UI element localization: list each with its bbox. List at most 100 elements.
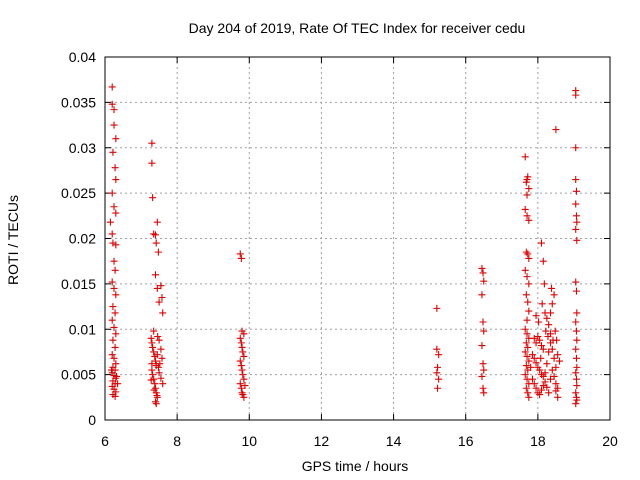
data-point [237, 254, 245, 262]
data-point [155, 369, 163, 377]
data-point [536, 336, 544, 344]
data-point [572, 287, 580, 295]
data-point [147, 376, 155, 384]
data-point [150, 348, 158, 356]
data-point [530, 354, 538, 362]
data-point [240, 352, 248, 360]
y-tick-label: 0.025 [61, 185, 96, 201]
data-point [522, 362, 530, 370]
axis-ticks [104, 56, 611, 421]
x-tick-labels: 6 8 10 12 14 16 18 20 [101, 433, 618, 449]
data-point [240, 375, 248, 383]
data-point [111, 343, 119, 351]
data-point [527, 363, 535, 371]
data-point [539, 257, 547, 265]
data-point [236, 250, 244, 258]
data-point [548, 284, 556, 292]
data-point [572, 278, 580, 286]
data-point [108, 316, 116, 324]
data-point [157, 282, 165, 290]
data-point [551, 327, 559, 335]
data-point [543, 314, 551, 322]
data-point [532, 384, 540, 392]
data-point [546, 375, 554, 383]
data-point [478, 342, 486, 350]
data-point [156, 360, 164, 368]
y-tick-label: 0.03 [69, 140, 96, 156]
data-point [537, 354, 545, 362]
data-point [556, 357, 563, 365]
data-point [110, 257, 118, 265]
data-point [157, 345, 165, 353]
data-point [150, 327, 158, 335]
y-tick-label: 0.015 [61, 276, 96, 292]
data-point [240, 393, 248, 401]
data-point [541, 369, 549, 377]
data-point [111, 164, 119, 172]
data-point [542, 327, 550, 335]
data-point [111, 392, 119, 400]
data-point [539, 345, 547, 353]
data-point [110, 284, 118, 292]
data-point [523, 212, 531, 220]
data-point [572, 212, 580, 220]
data-point [237, 384, 245, 392]
data-point [544, 333, 552, 341]
data-point [523, 273, 531, 281]
data-point [110, 354, 118, 362]
data-point [148, 366, 156, 374]
y-tick-label: 0.005 [61, 367, 96, 383]
data-point [524, 298, 532, 306]
data-point [155, 336, 163, 344]
data-point [528, 351, 536, 359]
x-tick-label: 12 [314, 433, 330, 449]
data-point [537, 386, 545, 394]
data-point [236, 380, 244, 388]
y-tick-label: 0.02 [69, 231, 96, 247]
data-point [148, 159, 156, 167]
data-point [535, 318, 543, 326]
data-point [523, 352, 531, 360]
data-point [573, 363, 581, 371]
data-point [433, 369, 441, 377]
data-point [548, 366, 556, 374]
data-point [525, 307, 533, 315]
data-point [434, 363, 442, 371]
data-point [525, 393, 533, 401]
y-tick-label: 0 [88, 412, 96, 428]
data-point [525, 280, 533, 288]
data-point [552, 126, 560, 134]
data-point [545, 389, 553, 397]
data-point [546, 309, 554, 317]
data-point [525, 185, 533, 193]
data-point [108, 351, 116, 359]
data-point [433, 345, 441, 353]
data-point [553, 336, 561, 344]
data-point [572, 369, 580, 377]
x-axis-label: GPS time / hours [302, 458, 409, 474]
data-point [552, 363, 560, 371]
data-point [149, 371, 157, 379]
data-point [554, 393, 562, 401]
data-point [523, 330, 531, 338]
data-point [435, 351, 443, 359]
data-point [479, 269, 487, 277]
data-point [159, 309, 167, 317]
data-point [147, 334, 155, 342]
data-point [521, 325, 529, 333]
data-point [545, 348, 553, 356]
data-point [548, 300, 556, 308]
data-point [109, 148, 117, 156]
data-point [548, 345, 556, 353]
data-point [521, 205, 529, 213]
data-point [112, 135, 120, 143]
chart-title: Day 204 of 2019, Rate Of TEC Index for r… [189, 20, 526, 36]
data-point [572, 375, 580, 383]
data-point [159, 380, 167, 388]
data-point [521, 371, 529, 379]
data-point [155, 298, 163, 306]
data-point [541, 378, 549, 386]
data-point [153, 218, 161, 226]
data-point [239, 371, 247, 379]
